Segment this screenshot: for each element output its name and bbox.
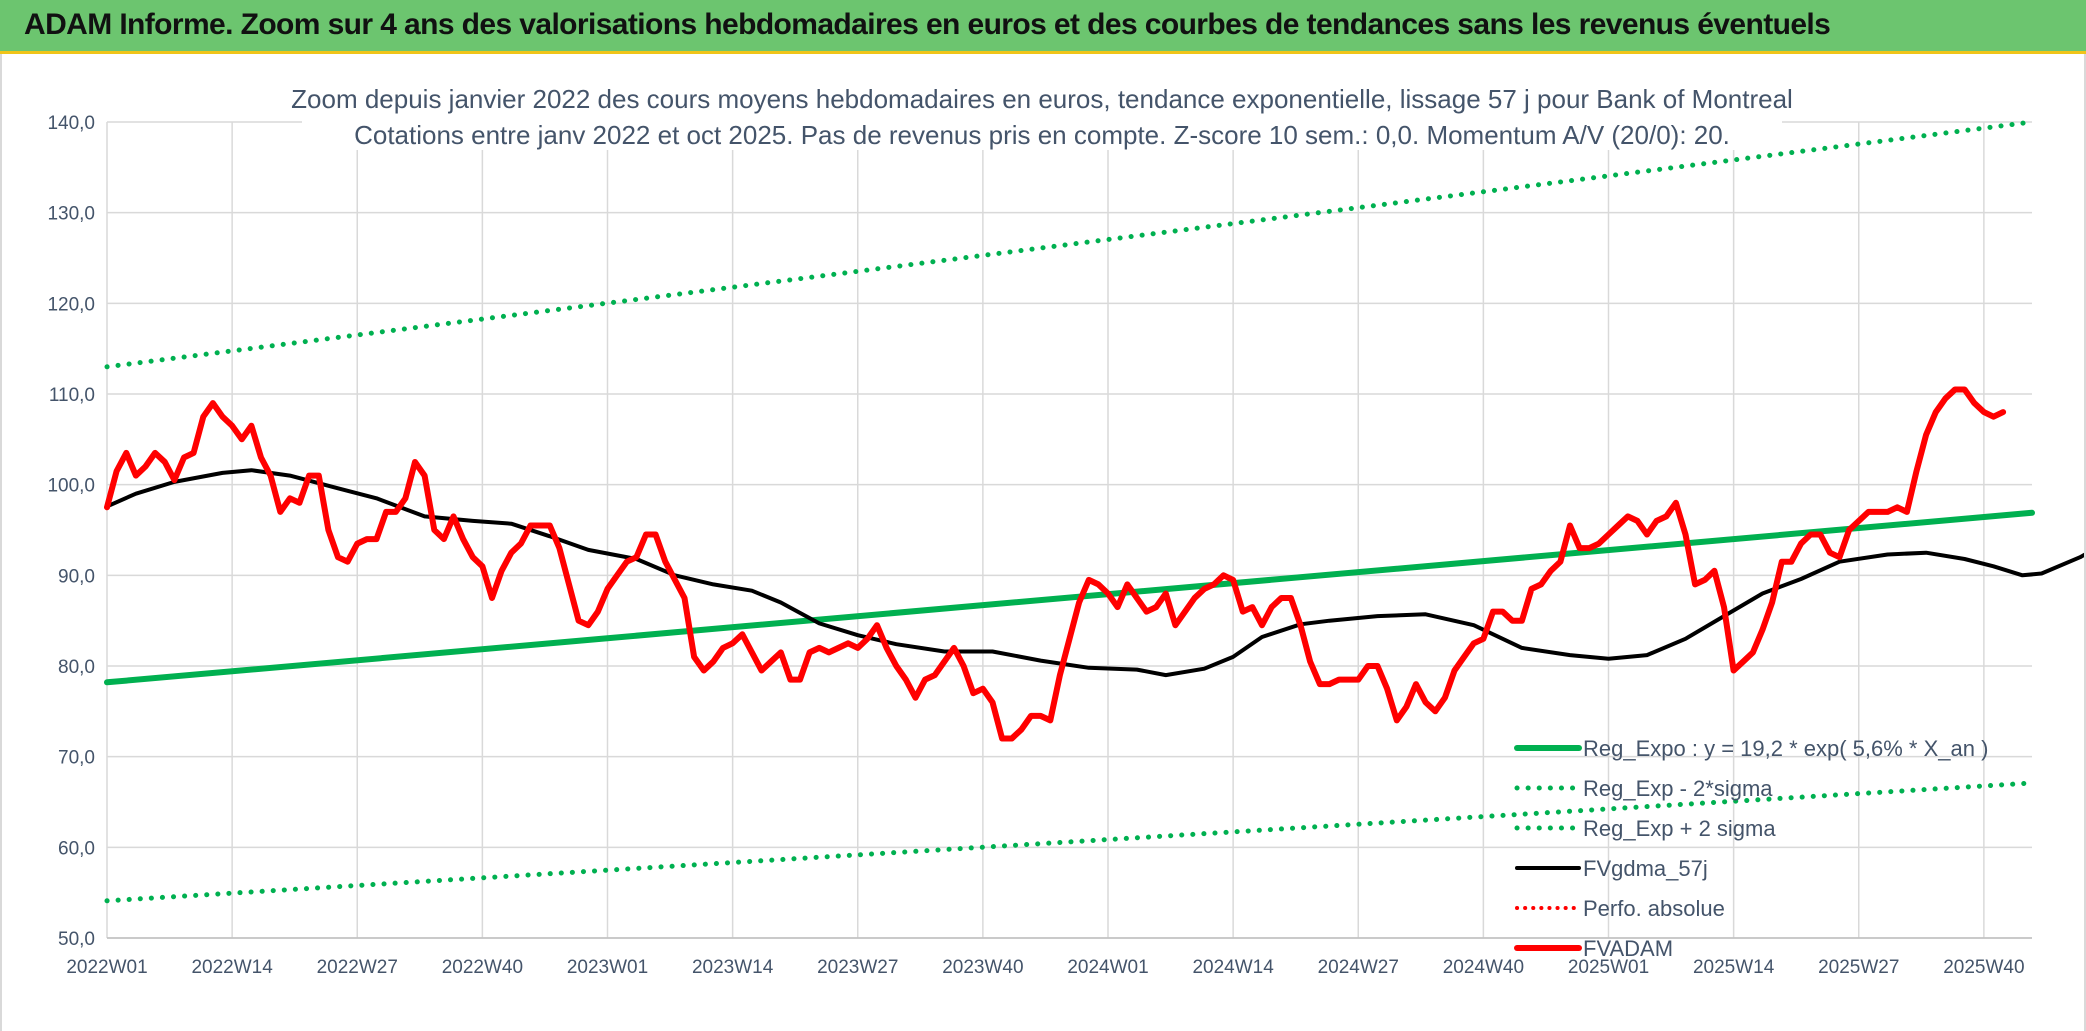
y-tick-label: 140,0	[47, 113, 95, 134]
chart-frame: 50,0 60,0 70,0 80,0 90,0 100,0 110,0 120,0 130,0…	[0, 54, 2086, 1031]
legend-label-reg_upper: Reg_Exp + 2 sigma	[1583, 816, 1776, 841]
x-tick-label: 2023W40	[942, 957, 1023, 978]
header-bar: ADAM Informe. Zoom sur 4 ans des valoris…	[0, 0, 2086, 54]
x-tick-label: 2025W14	[1693, 957, 1775, 978]
x-tick-label: 2024W40	[1443, 957, 1524, 978]
x-tick-label: 2022W27	[317, 957, 398, 978]
legend-label-perfo: Perfo. absolue	[1583, 896, 1725, 921]
line-chart: 50,0 60,0 70,0 80,0 90,0 100,0 110,0 120,0 130,0…	[47, 78, 2084, 978]
chart-subtitle: Cotations entre janv 2022 et oct 2025. P…	[354, 120, 1730, 150]
y-tick-label: 60,0	[58, 838, 95, 859]
x-tick-label: 2025W27	[1818, 957, 1899, 978]
y-tick-label: 130,0	[47, 204, 95, 225]
series-line-reg_expo	[104, 509, 2035, 686]
y-tick-label: 90,0	[58, 566, 95, 587]
y-tick-label: 50,0	[58, 929, 95, 950]
legend-label-fvadam: FVADAM	[1583, 936, 1673, 961]
x-tick-label: 2023W14	[692, 957, 774, 978]
legend: Reg_Expo : y = 19,2 * exp( 5,6% * X_an )…	[1514, 736, 1988, 961]
x-tick-label: 2022W01	[66, 957, 147, 978]
series-line-fvgdma	[105, 468, 2084, 678]
y-tick-label: 120,0	[47, 294, 95, 315]
x-tick-label: 2024W27	[1318, 957, 1399, 978]
x-tick-label: 2023W27	[817, 957, 898, 978]
x-tick-label: 2024W14	[1192, 957, 1274, 978]
x-tick-label: 2025W40	[1943, 957, 2024, 978]
y-tick-label: 80,0	[58, 657, 95, 678]
legend-label-fvgdma: FVgdma_57j	[1583, 856, 1708, 881]
legend-label-reg_lower: Reg_Exp - 2*sigma	[1583, 776, 1773, 801]
axes: 50,0 60,0 70,0 80,0 90,0 100,0 110,0 120,0 130,0…	[47, 113, 2032, 978]
series-line-fvadam	[104, 386, 2007, 742]
y-tick-label: 110,0	[49, 385, 95, 406]
legend-label-reg_expo: Reg_Expo : y = 19,2 * exp( 5,6% * X_an )	[1583, 736, 1988, 761]
x-tick-label: 2024W01	[1067, 957, 1148, 978]
chart-title-background	[302, 78, 1782, 150]
x-tick-label: 2022W14	[191, 957, 273, 978]
series-line-reg_lower	[104, 780, 2035, 904]
x-tick-label: 2023W01	[567, 957, 648, 978]
series-line-reg_upper	[104, 119, 2035, 370]
x-tick-label: 2025W01	[1568, 957, 1649, 978]
y-tick-label: 70,0	[58, 748, 95, 769]
y-tick-label: 100,0	[47, 476, 95, 497]
chart-title: Zoom depuis janvier 2022 des cours moyen…	[291, 84, 1793, 114]
series-layer	[104, 119, 2084, 904]
chart-title-block: Zoom depuis janvier 2022 des cours moyen…	[291, 78, 1793, 150]
x-tick-label: 2022W40	[442, 957, 523, 978]
report-title: ADAM Informe. Zoom sur 4 ans des valoris…	[24, 8, 1831, 41]
